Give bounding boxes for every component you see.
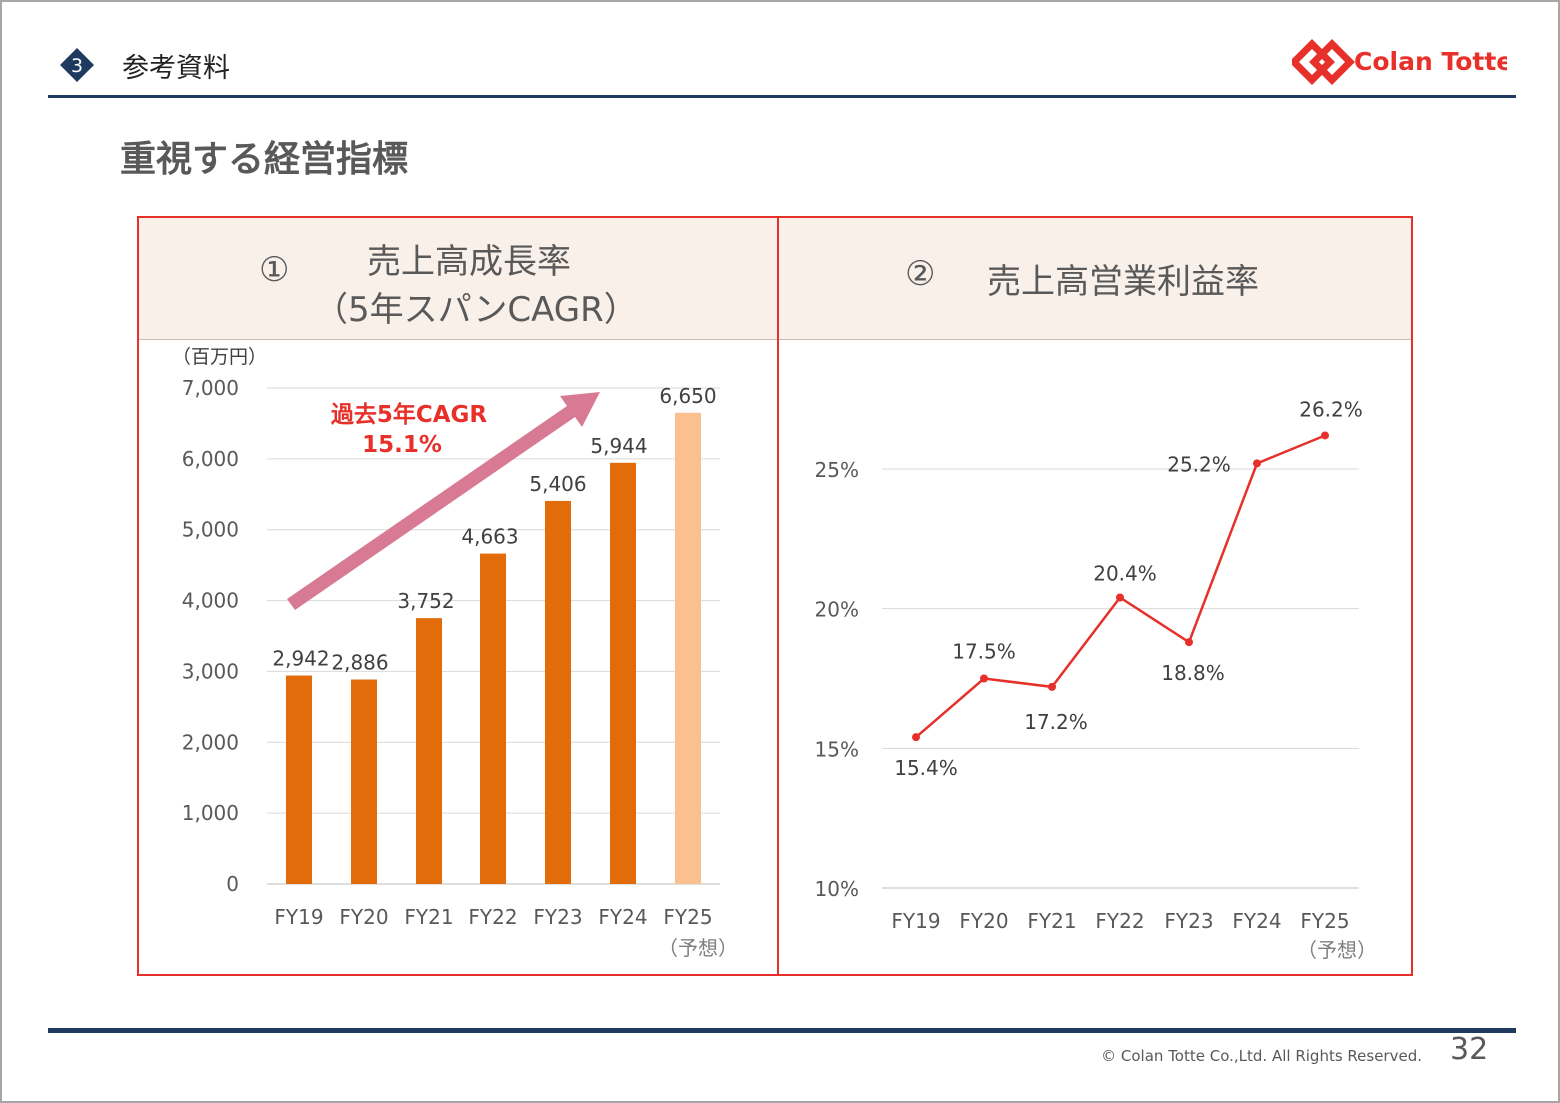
footer-divider: [48, 1028, 1516, 1033]
bar-value-label: 3,752: [397, 589, 454, 613]
data-point-fy25: [1321, 431, 1329, 440]
operating-margin-panel: ② 売上高営業利益率: [777, 216, 1413, 976]
y-tick-label: 0: [226, 872, 239, 896]
bar-value-label: 5,944: [590, 434, 647, 458]
page-title: 重視する経営指標: [120, 139, 409, 180]
panel-header: ② 売上高営業利益率: [779, 218, 1411, 340]
panel-header: ① 売上高成長率 （5年スパンCAGR）: [139, 218, 777, 340]
panel-title: 売上高成長率: [367, 242, 571, 282]
margin-line: [915, 434, 1326, 739]
bar-fy22: [480, 553, 506, 884]
data-point-fy23: [1185, 638, 1193, 647]
x-tick-label: FY25: [1300, 909, 1349, 933]
x-tick-label: FY22: [468, 905, 517, 929]
data-point-fy20: [980, 674, 988, 683]
x-tick-label: FY24: [598, 905, 647, 929]
cagr-annotation: 過去5年CAGR: [331, 401, 488, 428]
data-point-fy19: [912, 733, 920, 742]
point-value-label: 26.2%: [1299, 397, 1363, 421]
section-title: 参考資料: [122, 53, 230, 84]
page-number: 32: [1450, 1032, 1489, 1067]
y-tick-label: 7,000: [182, 376, 239, 400]
x-tick-label: FY21: [404, 905, 453, 929]
y-tick-label: 25%: [815, 458, 859, 482]
y-tick-label: 2,000: [182, 730, 239, 754]
x-tick-label: FY22: [1095, 909, 1144, 933]
svg-text:3: 3: [71, 55, 83, 77]
panel-subtitle: （5年スパンCAGR）: [314, 290, 638, 330]
x-tick-label: FY25: [663, 905, 712, 929]
y-tick-label: 4,000: [182, 589, 239, 613]
bar-value-label: 2,942: [272, 647, 329, 671]
x-tick-label: FY20: [339, 905, 388, 929]
x-tick-label: FY24: [1232, 909, 1281, 933]
panel-number: ①: [259, 250, 290, 290]
bar-fy25: [675, 412, 701, 884]
copyright: © Colan Totte Co.,Ltd. All Rights Reserv…: [1101, 1047, 1422, 1065]
growth-arrow: [287, 392, 600, 610]
bar-fy24: [610, 462, 636, 884]
bar-value-label: 4,663: [461, 525, 518, 549]
x-tick-label: FY20: [959, 909, 1008, 933]
bar-value-label: 6,650: [659, 384, 716, 408]
data-point-fy24: [1253, 459, 1261, 468]
bar-value-label: 5,406: [529, 472, 586, 496]
svg-text:Colan Totte: Colan Totte: [1354, 47, 1507, 76]
y-tick-label: 5,000: [182, 518, 239, 542]
point-value-label: 25.2%: [1167, 452, 1231, 476]
point-value-label: 15.4%: [894, 756, 958, 780]
y-tick-label: 6,000: [182, 447, 239, 471]
sales-growth-panel: ① 売上高成長率 （5年スパンCAGR）: [137, 216, 779, 976]
cagr-value: 15.1%: [362, 432, 442, 458]
point-value-label: 17.2%: [1024, 710, 1088, 734]
bar-fy21: [416, 618, 442, 884]
bar-fy19: [286, 675, 312, 884]
y-tick-label: 1,000: [182, 801, 239, 825]
y-axis-unit: （百万円）: [172, 346, 267, 368]
company-logo: Colan Totte: [1289, 38, 1513, 90]
x-tick-label: FY23: [1164, 909, 1213, 933]
forecast-label: （予想）: [1297, 938, 1377, 962]
x-tick-label: FY23: [533, 905, 582, 929]
bar-value-label: 2,886: [331, 651, 388, 675]
section-number-badge: 3: [60, 48, 94, 82]
bar-fy23: [545, 500, 571, 884]
x-tick-label: FY21: [1027, 909, 1076, 933]
y-tick-label: 10%: [815, 877, 859, 901]
y-tick-label: 15%: [815, 737, 859, 761]
point-value-label: 20.4%: [1093, 561, 1157, 585]
bar-fy20: [351, 679, 377, 884]
point-value-label: 18.8%: [1161, 661, 1225, 685]
forecast-label: （予想）: [658, 936, 738, 960]
panel-number: ②: [905, 254, 936, 294]
x-tick-label: FY19: [274, 905, 323, 929]
y-tick-label: 3,000: [182, 659, 239, 683]
x-tick-label: FY19: [891, 909, 940, 933]
data-point-fy21: [1048, 682, 1056, 691]
panel-title: 売上高営業利益率: [987, 262, 1259, 302]
data-point-fy22: [1116, 593, 1124, 602]
y-tick-label: 20%: [815, 598, 859, 622]
point-value-label: 17.5%: [952, 640, 1016, 664]
header-divider: [48, 95, 1516, 98]
